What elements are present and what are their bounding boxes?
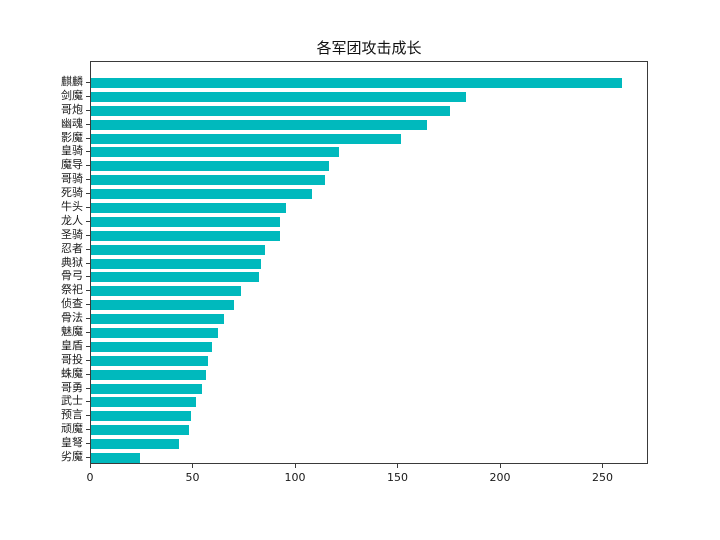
x-tick-label: 200: [489, 471, 511, 484]
bar-祭祀: [91, 286, 241, 297]
y-tick-mark: [86, 82, 90, 83]
bar-麒麟: [91, 78, 622, 88]
x-tick-label: 50: [185, 471, 200, 484]
y-tick-label: 皇弩: [61, 436, 83, 450]
y-tick-mark: [86, 387, 90, 389]
bar-死骑: [91, 189, 313, 200]
x-tick-mark: [192, 464, 194, 468]
x-tick-mark: [499, 464, 501, 468]
bar-劣魔: [91, 453, 141, 464]
bar-顽魔: [91, 425, 190, 436]
y-tick-label: 骨弓: [61, 269, 83, 283]
bar-武士: [91, 397, 196, 408]
x-tick-label: 0: [86, 471, 94, 484]
bar-哥骑: [91, 175, 325, 186]
x-tick-mark: [90, 464, 91, 468]
y-tick-label: 魅魔: [61, 325, 83, 339]
x-tick-mark: [294, 464, 296, 468]
y-tick-label: 哥投: [61, 352, 83, 366]
bar-剑魔: [91, 91, 467, 102]
y-tick-mark: [86, 207, 90, 208]
bar-魅魔: [91, 328, 219, 339]
y-tick-mark: [86, 109, 90, 111]
y-tick-mark: [86, 262, 90, 264]
y-tick-label: 牛头: [61, 200, 83, 213]
bar-魔导: [91, 161, 329, 172]
y-tick-label: 圣骑: [61, 227, 83, 241]
y-tick-label: 龙人: [61, 213, 83, 227]
y-tick-label: 哥骑: [61, 172, 83, 186]
y-tick-label: 侦查: [61, 297, 83, 311]
y-tick-label: 皇盾: [61, 338, 83, 352]
x-tick-label: 250: [591, 471, 613, 484]
y-tick-mark: [86, 401, 90, 403]
bar-哥勇: [91, 383, 202, 394]
y-tick-mark: [86, 165, 90, 167]
y-tick-label: 蛛魔: [61, 366, 83, 380]
bar-皇骑: [91, 147, 340, 158]
bar-影魔: [91, 133, 401, 144]
plot-area: [90, 61, 648, 464]
y-tick-label: 幽魂: [61, 116, 83, 130]
bar-牛头: [91, 203, 286, 213]
bar-骨弓: [91, 272, 260, 283]
y-tick-label: 影魔: [61, 130, 83, 144]
y-tick-label: 祭祀: [61, 283, 83, 297]
y-tick-label: 预言: [61, 408, 83, 422]
y-tick-label: 哥勇: [61, 380, 83, 394]
y-tick-mark: [86, 373, 90, 375]
y-tick-mark: [86, 290, 90, 292]
bar-哥炮: [91, 105, 450, 116]
bar-典狱: [91, 258, 262, 269]
y-tick-label: 麒麟: [61, 75, 83, 88]
y-tick-label: 典狱: [61, 255, 83, 269]
y-tick-mark: [86, 137, 90, 139]
y-tick-label: 魔导: [61, 158, 83, 172]
bar-幽魂: [91, 119, 428, 130]
x-tick-mark: [602, 464, 604, 468]
bar-忍者: [91, 244, 266, 255]
y-tick-mark: [86, 318, 90, 320]
y-tick-label: 顽魔: [61, 422, 83, 436]
y-tick-mark: [86, 193, 90, 195]
y-tick-mark: [86, 457, 90, 459]
y-tick-mark: [86, 234, 90, 236]
y-tick-mark: [86, 359, 90, 361]
bar-哥投: [91, 355, 208, 366]
y-tick-mark: [86, 220, 90, 222]
y-tick-label: 劣魔: [61, 450, 83, 464]
bar-皇盾: [91, 341, 212, 352]
bar-预言: [91, 411, 192, 422]
y-tick-mark: [86, 151, 90, 153]
bar-侦查: [91, 300, 235, 311]
y-tick-mark: [86, 304, 90, 306]
y-tick-label: 剑魔: [61, 88, 83, 102]
y-tick-mark: [86, 429, 90, 431]
x-tick-label: 100: [284, 471, 306, 484]
chart-title: 各军团攻击成长: [316, 39, 422, 57]
y-tick-label: 骨法: [61, 311, 83, 325]
y-tick-mark: [86, 95, 90, 97]
x-tick-mark: [397, 464, 399, 468]
y-tick-mark: [86, 345, 90, 347]
y-tick-label: 皇骑: [61, 144, 83, 158]
y-tick-mark: [86, 248, 90, 250]
y-tick-label: 武士: [61, 394, 83, 408]
bar-蛛魔: [91, 369, 206, 380]
bar-圣骑: [91, 230, 280, 241]
y-tick-label: 死骑: [61, 186, 83, 200]
y-tick-label: 忍者: [61, 241, 83, 255]
bar-龙人: [91, 216, 280, 227]
y-tick-mark: [86, 179, 90, 181]
y-tick-label: 哥炮: [61, 102, 83, 116]
y-tick-mark: [86, 332, 90, 334]
bar-皇弩: [91, 439, 180, 450]
y-tick-mark: [86, 123, 90, 125]
bar-骨法: [91, 314, 225, 325]
x-tick-label: 150: [386, 471, 408, 484]
y-tick-mark: [86, 415, 90, 417]
y-tick-mark: [86, 276, 90, 278]
y-tick-mark: [86, 443, 90, 445]
